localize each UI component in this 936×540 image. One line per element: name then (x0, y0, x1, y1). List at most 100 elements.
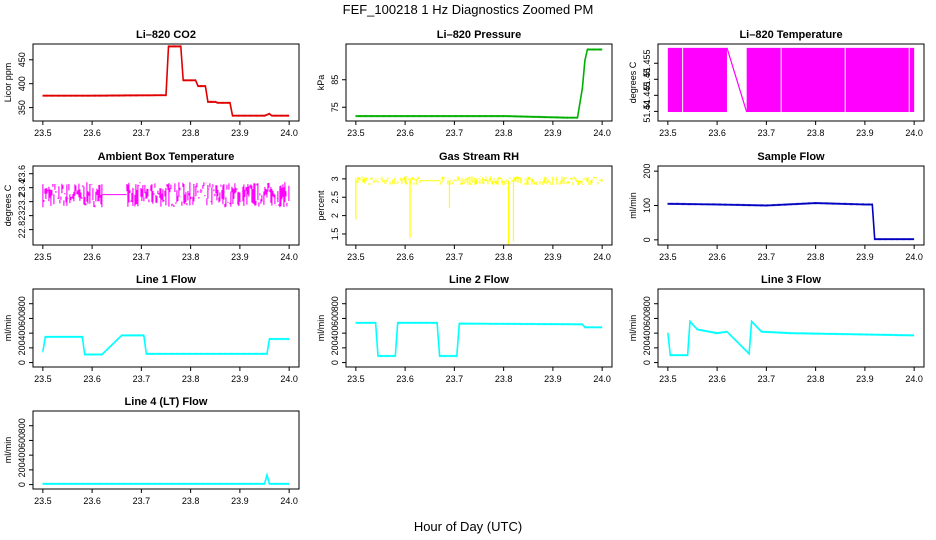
data-series-line (42, 45, 290, 117)
x-tick-label: 23.8 (807, 374, 825, 384)
x-tick-label: 23.5 (659, 128, 677, 138)
x-tick-label: 23.8 (807, 128, 825, 138)
plot-frame (32, 410, 300, 490)
y-axis-label: ml/min (3, 437, 13, 464)
x-tick-label: 23.8 (495, 252, 513, 262)
data-series-jitter (42, 45, 290, 117)
y-tick-label: 0 (642, 237, 652, 242)
data-series-jitter (355, 321, 603, 358)
chart-panel: Ambient Box Temperature degrees C 23.5 23.6… (3, 151, 300, 262)
x-tick-label: 24.0 (280, 252, 298, 262)
x-tick-label: 23.6 (83, 374, 101, 384)
x-tick-label: 23.6 (83, 128, 101, 138)
y-tick-label: 75 (330, 102, 340, 112)
x-tick-label: 23.7 (446, 252, 464, 262)
x-tick-label: 23.7 (758, 252, 776, 262)
data-series-line (667, 202, 915, 240)
data-band (667, 47, 727, 113)
data-series-noise (42, 182, 290, 208)
y-tick-label: 2 (330, 213, 340, 218)
x-tick-label: 24.0 (280, 496, 298, 506)
x-tick-label: 23.9 (231, 252, 249, 262)
data-series-line (355, 48, 603, 119)
data-series-noise (355, 176, 603, 186)
x-tick-label: 23.5 (34, 128, 52, 138)
y-tick-label: 400 (17, 448, 27, 463)
y-tick-label: 800 (17, 418, 27, 433)
plot-area (42, 334, 290, 356)
chart-panel: Line 2 Flow ml/min 23.5 23.6 23.7 23.8 23.9 24.… (316, 274, 613, 384)
x-tick-label: 23.5 (659, 374, 677, 384)
panel-title: Gas Stream RH (439, 151, 519, 163)
y-axis-label: ml/min (628, 315, 638, 342)
y-tick-label: 200 (642, 340, 652, 355)
y-tick-label: 51.455 (642, 49, 652, 77)
x-tick-label: 23.5 (347, 252, 365, 262)
y-axis-label: percent (316, 190, 326, 221)
x-tick-label: 23.6 (708, 374, 726, 384)
y-axis-label: ml/min (3, 315, 13, 342)
y-tick-label: 0 (17, 482, 27, 487)
panels: Li–820 CO2 Licor ppm 23.5 23.6 23.7 23.8 23.9 2… (3, 29, 925, 506)
data-series-jitter (42, 473, 289, 485)
y-tick-label: 85 (330, 75, 340, 85)
y-tick-label: 200 (642, 164, 652, 179)
y-axis-label: degrees C (3, 184, 13, 226)
plot-frame (345, 165, 613, 246)
plot-frame (32, 43, 300, 122)
plot-area (42, 472, 290, 485)
x-tick-label: 23.7 (133, 496, 151, 506)
y-axis-label: Licor ppm (3, 63, 13, 103)
x-tick-label: 23.7 (133, 374, 151, 384)
x-tick-label: 23.7 (446, 128, 464, 138)
y-axis-label: ml/min (628, 192, 638, 219)
x-tick-label: 23.8 (807, 252, 825, 262)
y-tick-label: 400 (17, 326, 27, 341)
data-series-jitter (667, 320, 914, 357)
y-tick-label: 51.44 (642, 100, 652, 123)
plot-frame (657, 43, 925, 122)
panel-title: Li–820 Temperature (739, 29, 842, 41)
y-tick-label: 22.8 (17, 221, 27, 239)
y-tick-label: 600 (17, 433, 27, 448)
data-series-line (667, 319, 915, 357)
plot-area (355, 176, 603, 245)
x-tick-label: 23.9 (544, 128, 562, 138)
plot-frame (32, 165, 300, 246)
x-tick-label: 23.6 (708, 128, 726, 138)
panel-title: Li–820 Pressure (437, 29, 521, 41)
plot-area (42, 182, 290, 208)
plot-area (667, 47, 915, 113)
x-tick-label: 23.8 (182, 496, 200, 506)
y-tick-label: 800 (330, 296, 340, 311)
data-band (746, 47, 915, 113)
y-tick-label: 600 (330, 311, 340, 326)
x-tick-label: 23.8 (182, 374, 200, 384)
x-tick-label: 24.0 (905, 128, 923, 138)
x-tick-label: 23.8 (495, 128, 513, 138)
x-tick-label: 24.0 (280, 374, 298, 384)
y-tick-label: 0 (642, 360, 652, 365)
x-tick-label: 23.9 (231, 128, 249, 138)
y-tick-label: 23.4 (17, 179, 27, 197)
plot-frame (345, 43, 613, 122)
y-tick-label: 600 (642, 311, 652, 326)
plot-area (355, 48, 603, 119)
y-tick-label: 400 (17, 76, 27, 91)
x-tick-label: 23.7 (758, 128, 776, 138)
x-tick-label: 23.7 (446, 374, 464, 384)
panel-title: Sample Flow (757, 151, 825, 163)
y-tick-label: 3 (330, 176, 340, 181)
plot-area (667, 319, 915, 357)
chart-panel: Li–820 CO2 Licor ppm 23.5 23.6 23.7 23.8 23.9 2… (3, 29, 300, 138)
panel-title: Ambient Box Temperature (98, 151, 235, 163)
x-tick-label: 23.5 (34, 496, 52, 506)
data-series-jitter (42, 334, 289, 356)
x-tick-label: 24.0 (905, 374, 923, 384)
x-tick-label: 23.5 (659, 252, 677, 262)
x-tick-label: 23.8 (182, 128, 200, 138)
y-axis-label: kPa (316, 75, 326, 91)
x-tick-label: 23.9 (544, 252, 562, 262)
x-tick-label: 23.5 (34, 252, 52, 262)
